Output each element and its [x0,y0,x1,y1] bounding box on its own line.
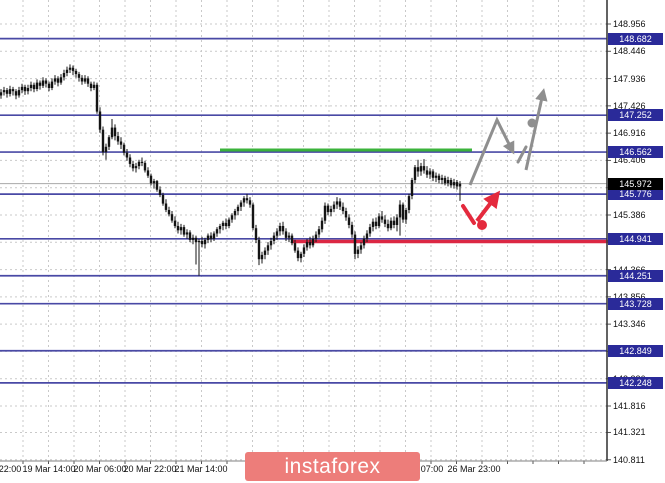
price-level-badge: 147.252 [608,109,663,122]
price-level-badge: 144.941 [608,232,663,245]
price-level-badge: 142.849 [608,344,663,357]
price-tick-label: 146.406 [613,155,646,166]
gray-up-arrow [524,88,548,171]
red-slash [461,204,476,225]
price-tick-label: 141.321 [613,427,646,438]
price-level-badge: 148.682 [608,32,663,45]
price-level-badge: 145.776 [608,188,663,201]
instaforex-watermark: instaforex [245,452,420,481]
time-tick-label: 26 Mar 23:00 [447,464,501,474]
forecast-annotations [461,88,548,230]
price-tick-label: 143.856 [613,292,663,302]
price-tick-label: 147.936 [613,73,646,84]
price-level-badge: 142.248 [608,376,663,389]
price-tick-label: 143.346 [613,319,646,330]
price-tick-label: 141.816 [613,400,646,411]
price-level-badge: 144.251 [608,269,663,282]
time-tick-label: 20 Mar 06:00 [73,464,127,474]
time-tick-label: 07:00 [420,464,444,474]
price-tick-label: 140.811 [613,454,645,465]
price-tick-label: 144.366 [613,265,663,275]
price-tick-label: 148.446 [613,46,646,57]
gray-slash [516,145,528,164]
price-tick-label: 147.426 [613,100,646,111]
red-up-arrow [475,190,501,223]
price-tick-label: 148.956 [613,19,646,29]
time-tick-label: 19 Mar 14:00 [22,464,76,474]
current-price-badge: 145.972 [608,177,663,190]
gray-zigzag-arrow [468,116,515,186]
price-level-badge: 146.562 [608,146,663,159]
price-tick-label: 145.386 [613,209,646,220]
time-tick-label: 21 Mar 14:00 [174,464,228,474]
time-tick-label: 20 Mar 22:00 [123,464,177,474]
watermark-label: instaforex [284,454,381,478]
candlestick-layer [0,64,462,276]
red-dot [477,220,487,230]
price-tick-label: 146.916 [613,128,646,139]
time-tick-label: 22:00 [0,464,22,474]
price-level-badge: 143.728 [608,297,663,310]
gray-dot [527,118,537,128]
